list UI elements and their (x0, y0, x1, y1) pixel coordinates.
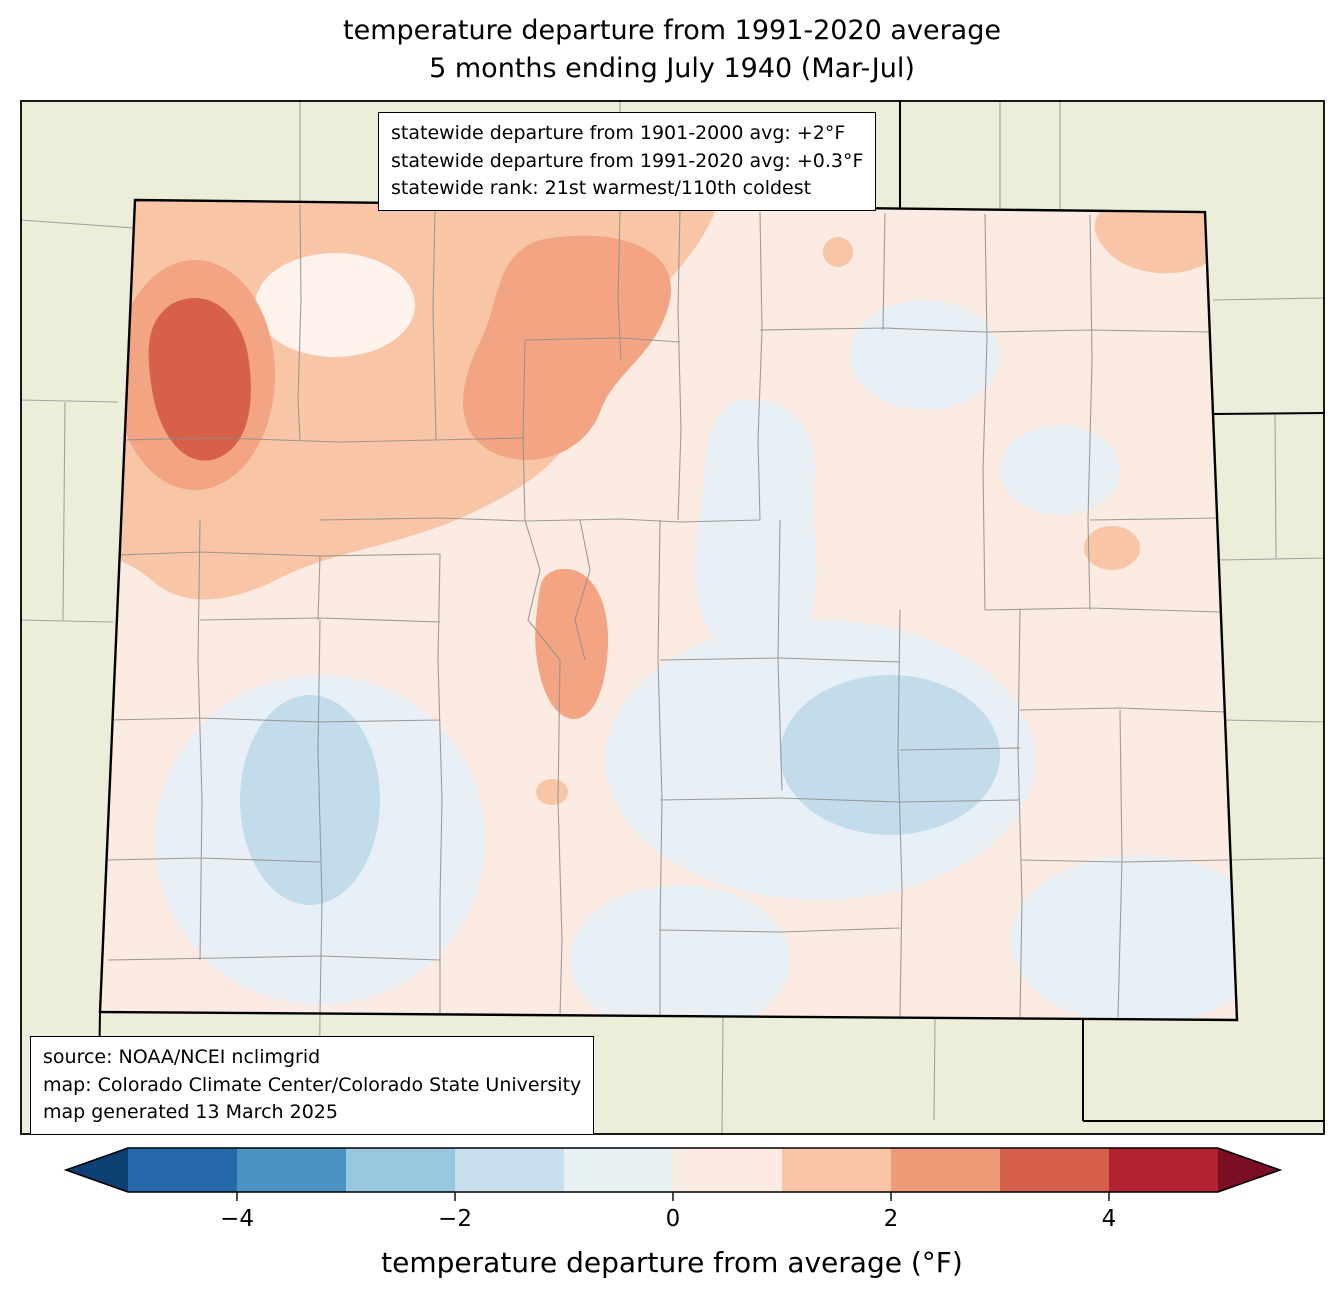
contour-spot-pale-hole (255, 253, 415, 357)
colorbar-segment (1109, 1148, 1218, 1192)
contour-region-orange-northeast-corner (1094, 206, 1212, 274)
contour-spot-orange-east (1084, 526, 1140, 570)
title-line-1: temperature departure from 1991-2020 ave… (343, 15, 1001, 46)
colorbar-segment (237, 1148, 346, 1192)
map-canvas: statewide departure from 1901-2000 avg: … (20, 100, 1325, 1135)
contour-region-blue-southcenter (570, 885, 790, 1020)
neighbor-state-borders (97, 100, 1325, 1135)
contour-region-orange-northcentral (463, 235, 672, 460)
colorbar-tick-label: −2 (438, 1206, 472, 1232)
colorbar-segment (128, 1148, 237, 1192)
source-line-data: source: NOAA/NCEI nclimgrid (43, 1046, 321, 1068)
colorbar-segment (1000, 1148, 1109, 1192)
colorbar-segment (346, 1148, 455, 1192)
colorbar-axis-label: temperature departure from average (°F) (381, 1246, 963, 1279)
contour-core-blue-east (780, 675, 1000, 835)
colorbar-tick-label: 2 (884, 1206, 899, 1232)
contour-region-blue-east (1000, 425, 1120, 515)
colorbar-segment (891, 1148, 1000, 1192)
source-line-generated: map generated 13 March 2025 (43, 1101, 338, 1123)
colorbar-segment (782, 1148, 891, 1192)
contour-region-blue-northeast (850, 300, 1000, 410)
stats-box: statewide departure from 1901-2000 avg: … (378, 112, 877, 211)
contour-spot-orange-north (823, 237, 853, 267)
contour-region-blue-central (694, 399, 817, 663)
stats-line-rank: statewide rank: 21st warmest/110th colde… (391, 177, 812, 199)
contour-core-orange-west (148, 298, 251, 461)
colorbar: −4 −2 0 2 4 temperature departure from a… (0, 1140, 1344, 1299)
colorbar-segment (673, 1148, 782, 1192)
colorbar-arrow-right (1218, 1148, 1280, 1192)
axes-frame (20, 100, 1325, 1135)
colorbar-tick-marks (236, 1192, 1110, 1201)
contour-spot-orange-southcentral (536, 779, 568, 805)
temperature-contours (100, 200, 1237, 1020)
colorado-temperature-map (20, 100, 1325, 1135)
title-line-2: 5 months ending July 1940 (Mar-Jul) (429, 53, 915, 84)
contour-region-blue-southeast (1010, 855, 1237, 1020)
colorbar-svg: −4 −2 0 2 4 temperature departure from a… (63, 1147, 1283, 1279)
colorbar-segment (455, 1148, 564, 1192)
colorbar-arrow-left (66, 1148, 128, 1192)
colorbar-outline (63, 1147, 1283, 1193)
stats-line-1901-2000: statewide departure from 1901-2000 avg: … (391, 122, 846, 144)
page-title: temperature departure from 1991-2020 ave… (0, 12, 1344, 88)
contour-region-orange-central (535, 568, 609, 720)
colorbar-tick-label: −4 (220, 1206, 254, 1232)
colorbar-segment (564, 1148, 673, 1192)
source-box: source: NOAA/NCEI nclimgrid map: Colorad… (30, 1036, 595, 1135)
colorbar-tick-label: 4 (1102, 1206, 1117, 1232)
source-line-map: map: Colorado Climate Center/Colorado St… (43, 1073, 582, 1096)
stats-line-1991-2020: statewide departure from 1991-2020 avg: … (391, 149, 864, 172)
colorbar-tick-label: 0 (666, 1206, 681, 1232)
county-boundaries (105, 204, 1229, 1018)
contour-core-blue-southwest (240, 695, 380, 905)
